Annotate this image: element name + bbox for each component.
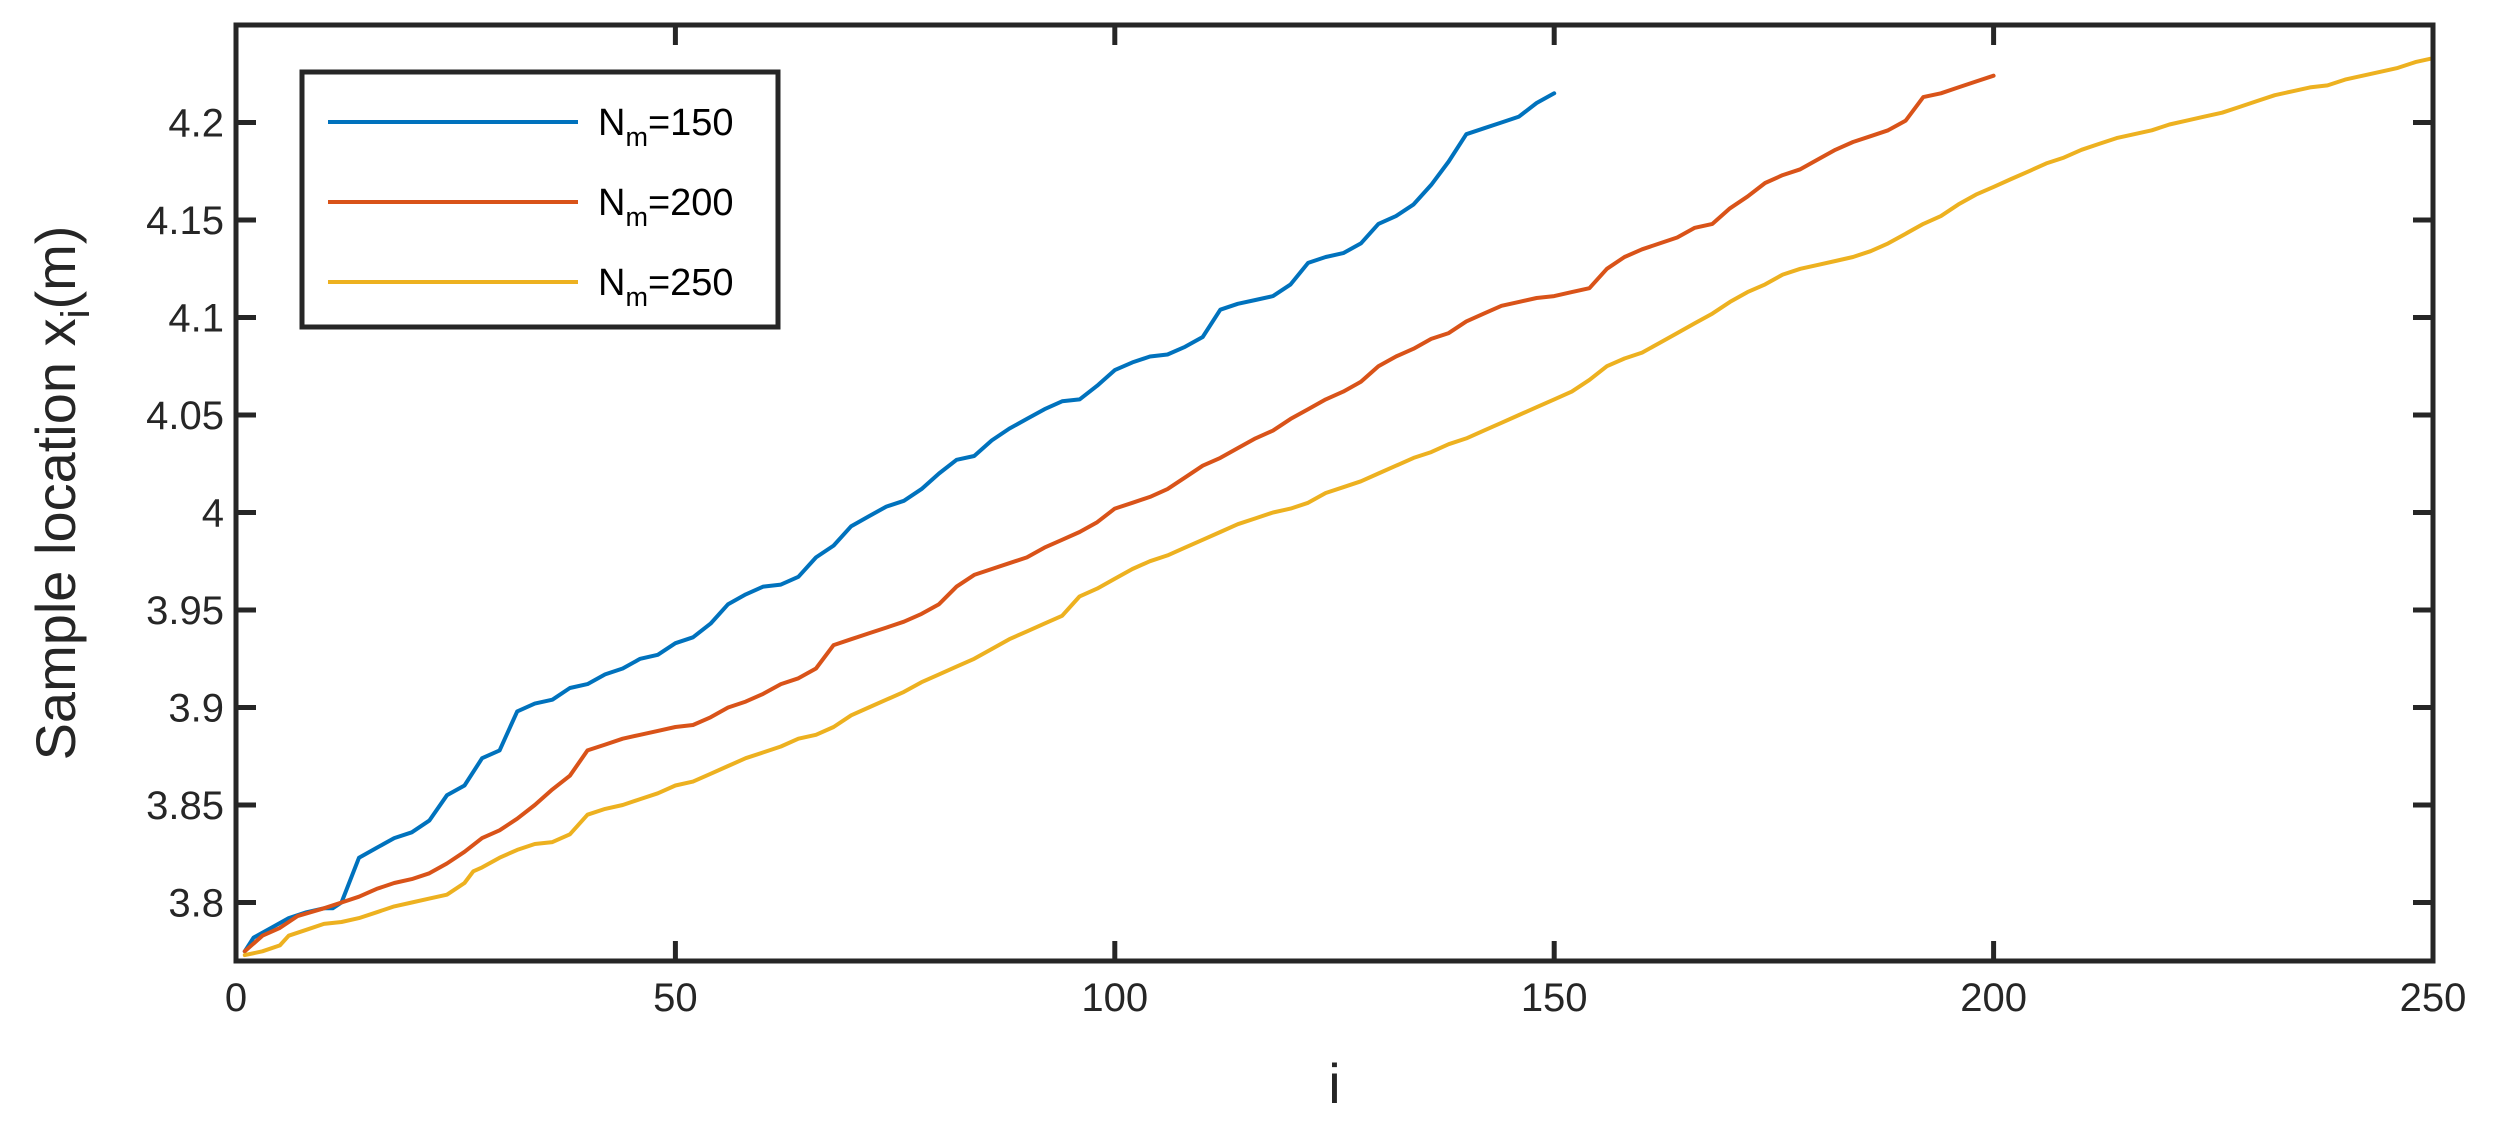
y-axis-label: Sample location xi(m) xyxy=(24,226,98,761)
y-tick-label: 3.95 xyxy=(146,589,224,633)
y-tick-label: 4.15 xyxy=(146,199,224,243)
x-tick-label: 50 xyxy=(653,976,698,1020)
x-tick-label: 0 xyxy=(225,976,247,1020)
legend-entry-3: Nm=250 xyxy=(598,262,734,312)
y-tick-label: 4.2 xyxy=(168,102,224,146)
x-tick-label: 150 xyxy=(1521,976,1588,1020)
y-axis-label-subscript: i xyxy=(54,310,98,319)
x-tick-label: 100 xyxy=(1081,976,1148,1020)
series-layer xyxy=(242,56,2435,958)
x-axis-label: i xyxy=(1328,1052,1340,1115)
y-tick-label: 4 xyxy=(202,492,224,536)
x-tick-label: 250 xyxy=(2400,976,2467,1020)
legend-box xyxy=(299,69,781,330)
y-axis-label-suffix: (m) xyxy=(24,226,87,310)
legend: Nm=150 Nm=200 Nm=250 xyxy=(299,69,781,330)
y-tick-label: 3.8 xyxy=(168,882,224,926)
y-tick-label: 4.1 xyxy=(168,297,224,341)
legend-entry-2: Nm=200 xyxy=(598,182,734,232)
legend-entry-1: Nm=150 xyxy=(598,102,734,152)
y-tick-label: 4.05 xyxy=(146,394,224,438)
series-line-2 xyxy=(242,73,1996,954)
y-tick-label: 3.9 xyxy=(168,687,224,731)
ticks-layer: 0 50 100 150 200 250 3.8 3.85 3.9 3.95 4 4.05 4.1 4.1… xyxy=(146,25,2466,1020)
y-tick-label: 3.85 xyxy=(146,784,224,828)
plot-area-frame xyxy=(233,22,2436,964)
y-axis-label-main: Sample location x xyxy=(24,318,87,760)
x-tick-label: 200 xyxy=(1960,976,2027,1020)
series-line-1 xyxy=(242,91,1557,954)
series-line-3 xyxy=(242,56,2435,958)
